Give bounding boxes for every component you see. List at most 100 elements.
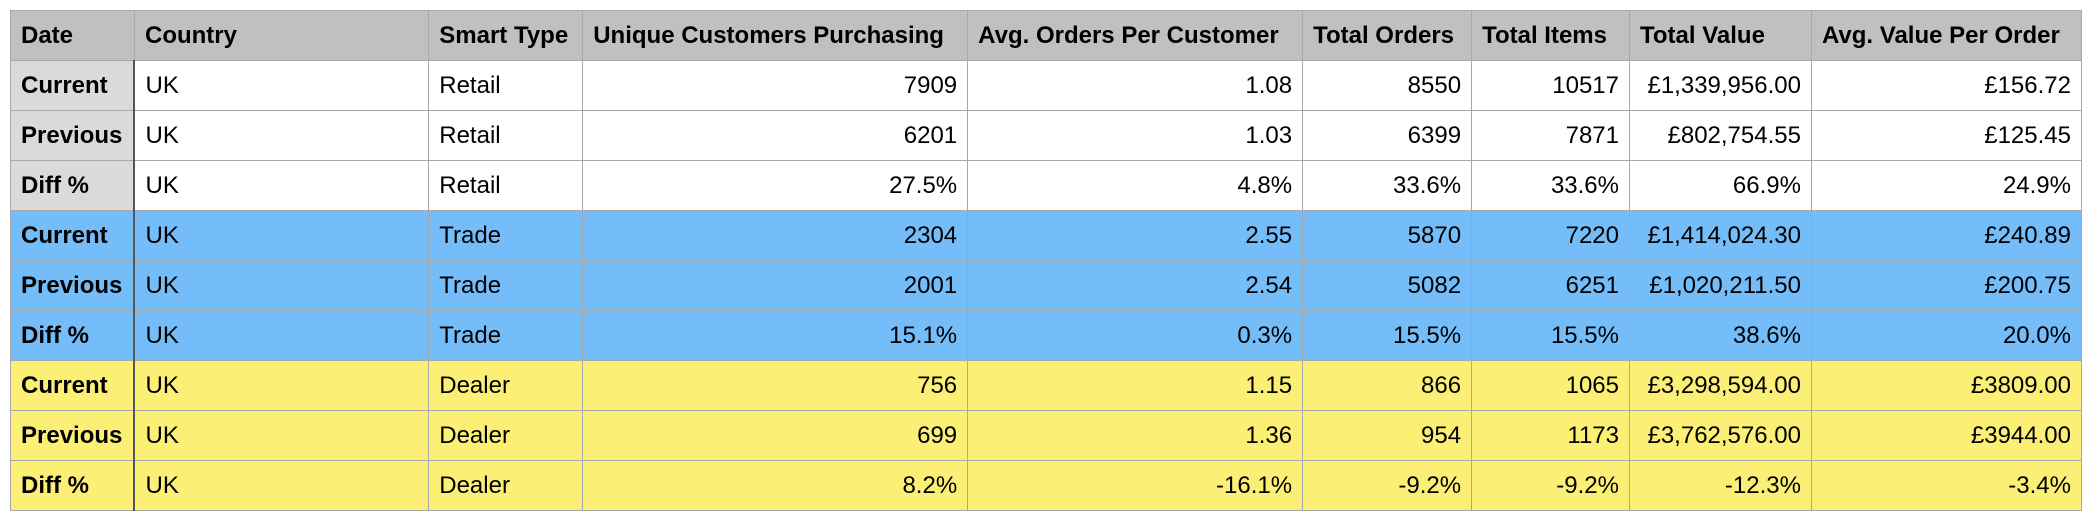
avg-value-cell[interactable]: £125.45 [1810, 110, 2082, 161]
column-header-country[interactable]: Country [133, 10, 430, 61]
unique-customers-cell[interactable]: 15.1% [582, 310, 969, 361]
smart-type-cell[interactable]: Retail [428, 110, 584, 161]
country-cell[interactable]: UK [133, 260, 430, 311]
total-orders-cell[interactable]: -9.2% [1302, 460, 1473, 511]
avg-value-cell[interactable]: £240.89 [1810, 210, 2082, 261]
total-value-cell[interactable]: £1,414,024.30 [1629, 210, 1812, 261]
total-value-cell[interactable]: £3,762,576.00 [1629, 410, 1812, 461]
date-cell[interactable]: Current [10, 360, 136, 411]
header-row: Date Country Smart Type Unique Customers… [10, 10, 2082, 61]
column-header-smart-type[interactable]: Smart Type [428, 10, 584, 61]
avg-orders-cell[interactable]: 2.55 [967, 210, 1304, 261]
country-cell[interactable]: UK [133, 210, 430, 261]
column-header-total-orders[interactable]: Total Orders [1302, 10, 1473, 61]
column-header-date[interactable]: Date [10, 10, 135, 61]
unique-customers-cell[interactable]: 756 [582, 360, 969, 411]
table-row: Diff % UK Trade 15.1% 0.3% 15.5% 15.5% 38.6% 20.… [10, 310, 2082, 361]
avg-value-cell[interactable]: £3809.00 [1810, 360, 2082, 411]
total-orders-cell[interactable]: 954 [1302, 410, 1473, 461]
table-row: Current UK Trade 2304 2.55 5870 7220 £1,414,024… [10, 210, 2082, 261]
smart-type-cell[interactable]: Retail [428, 160, 584, 211]
total-items-cell[interactable]: 6251 [1471, 260, 1630, 311]
column-header-avg-value[interactable]: Avg. Value Per Order [1810, 10, 2082, 61]
avg-value-cell[interactable]: 20.0% [1810, 310, 2082, 361]
avg-value-cell[interactable]: £200.75 [1810, 260, 2082, 311]
avg-orders-cell[interactable]: -16.1% [967, 460, 1304, 511]
unique-customers-cell[interactable]: 2001 [582, 260, 969, 311]
table-row: Diff % UK Dealer 8.2% -16.1% -9.2% -9.2% -12.3%… [10, 460, 2082, 511]
date-cell[interactable]: Diff % [10, 160, 136, 211]
avg-value-cell[interactable]: £3944.00 [1810, 410, 2082, 461]
date-cell[interactable]: Diff % [10, 310, 136, 361]
column-header-total-value[interactable]: Total Value [1629, 10, 1812, 61]
country-cell[interactable]: UK [133, 410, 430, 461]
smart-type-cell[interactable]: Dealer [428, 360, 584, 411]
country-cell[interactable]: UK [133, 110, 430, 161]
total-items-cell[interactable]: 7871 [1471, 110, 1630, 161]
column-header-unique-customers[interactable]: Unique Customers Purchasing [582, 10, 969, 61]
date-cell[interactable]: Previous [10, 110, 136, 161]
date-cell[interactable]: Diff % [10, 460, 136, 511]
total-value-cell[interactable]: -12.3% [1629, 460, 1812, 511]
date-cell[interactable]: Current [10, 210, 136, 261]
unique-customers-cell[interactable]: 6201 [582, 110, 969, 161]
table-row: Current UK Retail 7909 1.08 8550 10517 £1,339,9… [10, 60, 2082, 111]
avg-orders-cell[interactable]: 1.15 [967, 360, 1304, 411]
unique-customers-cell[interactable]: 8.2% [582, 460, 969, 511]
date-cell[interactable]: Current [10, 60, 136, 111]
total-items-cell[interactable]: 7220 [1471, 210, 1630, 261]
smart-type-cell[interactable]: Trade [428, 310, 584, 361]
data-table: Date Country Smart Type Unique Customers… [10, 10, 2082, 511]
total-orders-cell[interactable]: 5870 [1302, 210, 1473, 261]
avg-orders-cell[interactable]: 2.54 [967, 260, 1304, 311]
smart-type-cell[interactable]: Dealer [428, 460, 584, 511]
date-cell[interactable]: Previous [10, 410, 136, 461]
avg-value-cell[interactable]: 24.9% [1810, 160, 2082, 211]
date-cell[interactable]: Previous [10, 260, 136, 311]
total-items-cell[interactable]: 15.5% [1471, 310, 1630, 361]
avg-value-cell[interactable]: -3.4% [1810, 460, 2082, 511]
total-items-cell[interactable]: 1173 [1471, 410, 1630, 461]
smart-type-cell[interactable]: Retail [428, 60, 584, 111]
smart-type-cell[interactable]: Trade [428, 260, 584, 311]
total-value-cell[interactable]: 66.9% [1629, 160, 1812, 211]
country-cell[interactable]: UK [133, 360, 430, 411]
unique-customers-cell[interactable]: 27.5% [582, 160, 969, 211]
total-orders-cell[interactable]: 5082 [1302, 260, 1473, 311]
avg-orders-cell[interactable]: 0.3% [967, 310, 1304, 361]
table-row: Previous UK Retail 6201 1.03 6399 7871 £802,754… [10, 110, 2082, 161]
total-orders-cell[interactable]: 866 [1302, 360, 1473, 411]
avg-value-cell[interactable]: £156.72 [1810, 60, 2082, 111]
total-items-cell[interactable]: 1065 [1471, 360, 1630, 411]
total-value-cell[interactable]: £3,298,594.00 [1629, 360, 1812, 411]
avg-orders-cell[interactable]: 1.03 [967, 110, 1304, 161]
table-row: Previous UK Trade 2001 2.54 5082 6251 £1,020,21… [10, 260, 2082, 311]
country-cell[interactable]: UK [133, 460, 430, 511]
country-cell[interactable]: UK [133, 160, 430, 211]
smart-type-cell[interactable]: Trade [428, 210, 584, 261]
total-items-cell[interactable]: 10517 [1471, 60, 1630, 111]
country-cell[interactable]: UK [133, 60, 430, 111]
unique-customers-cell[interactable]: 699 [582, 410, 969, 461]
table-row: Diff % UK Retail 27.5% 4.8% 33.6% 33.6% 66.9% 24… [10, 160, 2082, 211]
total-value-cell[interactable]: 38.6% [1629, 310, 1812, 361]
column-header-total-items[interactable]: Total Items [1471, 10, 1630, 61]
avg-orders-cell[interactable]: 1.36 [967, 410, 1304, 461]
total-orders-cell[interactable]: 8550 [1302, 60, 1473, 111]
country-cell[interactable]: UK [133, 310, 430, 361]
smart-type-cell[interactable]: Dealer [428, 410, 584, 461]
avg-orders-cell[interactable]: 1.08 [967, 60, 1304, 111]
total-orders-cell[interactable]: 33.6% [1302, 160, 1473, 211]
total-items-cell[interactable]: -9.2% [1471, 460, 1630, 511]
total-orders-cell[interactable]: 15.5% [1302, 310, 1473, 361]
column-header-avg-orders[interactable]: Avg. Orders Per Customer [967, 10, 1304, 61]
avg-orders-cell[interactable]: 4.8% [967, 160, 1304, 211]
total-value-cell[interactable]: £802,754.55 [1629, 110, 1812, 161]
total-value-cell[interactable]: £1,339,956.00 [1629, 60, 1812, 111]
total-orders-cell[interactable]: 6399 [1302, 110, 1473, 161]
total-value-cell[interactable]: £1,020,211.50 [1629, 260, 1812, 311]
unique-customers-cell[interactable]: 2304 [582, 210, 969, 261]
table-row: Previous UK Dealer 699 1.36 954 1173 £3,762,576… [10, 410, 2082, 461]
unique-customers-cell[interactable]: 7909 [582, 60, 969, 111]
total-items-cell[interactable]: 33.6% [1471, 160, 1630, 211]
